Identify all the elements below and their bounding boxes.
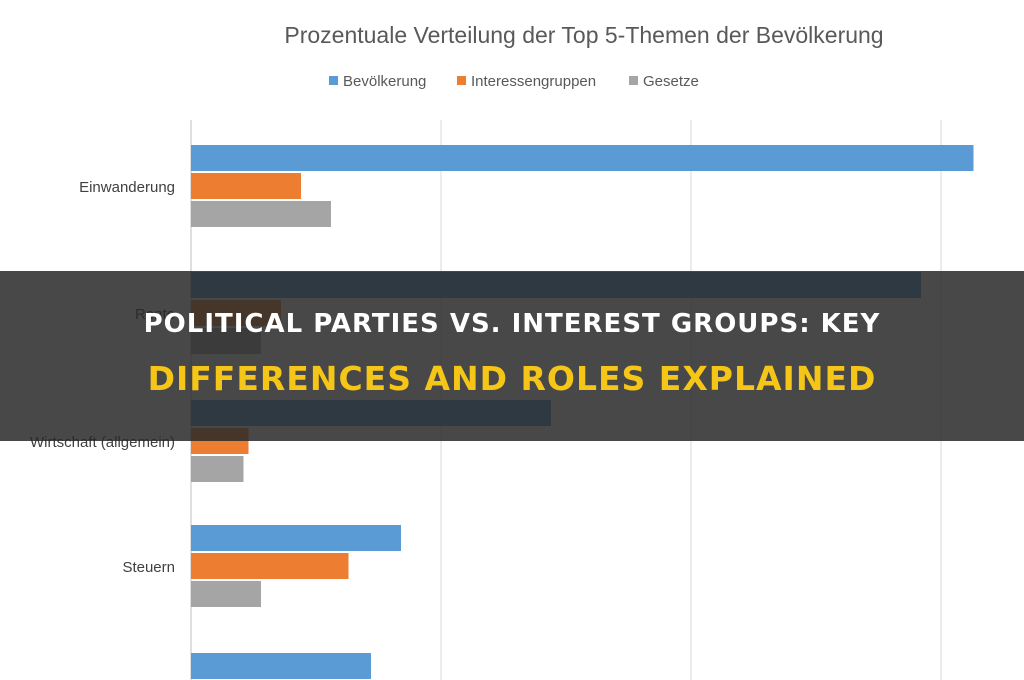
legend-swatch [629, 76, 638, 85]
chart-title: Prozentuale Verteilung der Top 5-Themen … [284, 22, 883, 48]
bar-gesetze-3 [191, 456, 244, 482]
title-banner: POLITICAL PARTIES VS. INTEREST GROUPS: K… [0, 271, 1024, 441]
legend-swatch [329, 76, 338, 85]
chart-legend: Bevölkerung Interessengruppen Gesetze [329, 73, 699, 90]
bar-gesetze-4 [191, 581, 261, 607]
banner-line-1: POLITICAL PARTIES VS. INTEREST GROUPS: K… [143, 309, 881, 339]
bar-bevölkerung-5 [191, 653, 371, 679]
bar-interessengruppen-1 [191, 173, 301, 199]
legend-label: Bevölkerung [343, 73, 426, 90]
bar-bevölkerung-1 [191, 145, 974, 171]
legend-label: Interessengruppen [471, 73, 596, 90]
category-label: Einwanderung [79, 179, 175, 196]
bar-gesetze-1 [191, 201, 331, 227]
bar-bevölkerung-4 [191, 525, 401, 551]
category-label: Steuern [122, 559, 175, 576]
legend-label: Gesetze [643, 73, 699, 90]
bar-interessengruppen-4 [191, 553, 349, 579]
banner-line-2: DIFFERENCES AND ROLES EXPLAINED [147, 359, 877, 398]
legend-swatch [457, 76, 466, 85]
